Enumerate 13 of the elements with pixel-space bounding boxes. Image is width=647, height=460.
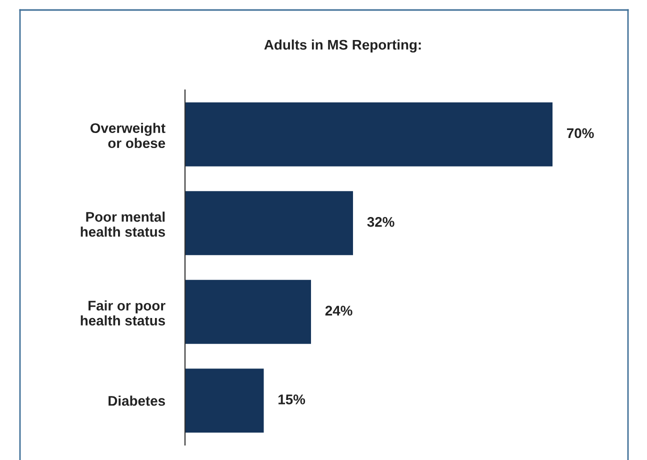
y-tick-label: Diabetes — [108, 396, 165, 406]
chart-title: Adults in MS Reporting: — [264, 39, 421, 53]
bar — [185, 191, 354, 256]
bar — [185, 102, 553, 166]
data-label: 24% — [325, 306, 352, 316]
y-tick-label: Poor mental health status — [80, 212, 165, 237]
data-label: 70% — [567, 128, 594, 138]
data-label: 15% — [278, 394, 306, 404]
y-tick-label: Fair or poor health status — [80, 300, 166, 326]
y-tick-label: Overweight or obese — [90, 122, 166, 148]
bar — [185, 368, 264, 433]
bar — [185, 280, 312, 344]
data-label: 32% — [367, 217, 394, 227]
